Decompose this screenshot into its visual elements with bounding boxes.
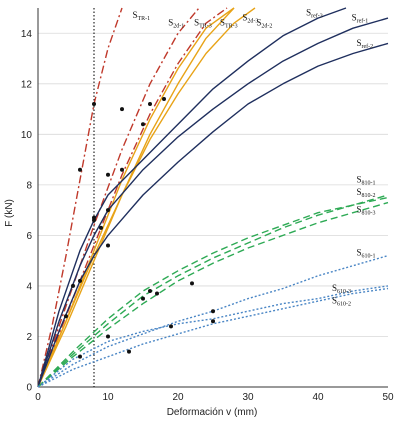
series-label-s-2d-1: S2d-1 <box>168 18 184 30</box>
data-point-s-tr-1 <box>78 167 82 172</box>
data-point-s-ref-3 <box>92 215 96 220</box>
data-point-s-tr-2 <box>78 278 82 283</box>
series-line-s-2d-3 <box>37 7 256 388</box>
series-label-s-610-3: S610-3 <box>332 283 351 295</box>
data-point-s-tr-2 <box>64 314 68 319</box>
x-tick-label: 50 <box>382 392 394 403</box>
x-tick-label: 30 <box>242 392 254 403</box>
data-point-s-tr-3 <box>106 172 110 177</box>
axes <box>37 8 388 388</box>
series-group <box>37 7 389 388</box>
y-tick-label: 14 <box>21 29 33 40</box>
marker-group <box>64 96 215 359</box>
data-point-s-810-1 <box>148 288 152 293</box>
data-point-s-2d-3 <box>162 96 166 101</box>
data-point-s-2d-1 <box>148 102 152 107</box>
data-point-s-610-3 <box>106 334 110 339</box>
data-point-s-810-2 <box>155 291 159 296</box>
data-point-s-610-1 <box>211 309 215 314</box>
series-label-s-tr-3: STR-3 <box>220 18 238 30</box>
data-point-s-610-2 <box>78 354 82 359</box>
data-point-s-610-2 <box>127 349 131 354</box>
data-point-s-610-2 <box>211 319 215 324</box>
gridlines <box>38 32 388 388</box>
y-tick-label: 4 <box>26 281 32 292</box>
series-line-s-tr-3 <box>37 7 200 388</box>
x-tick-label: 10 <box>102 392 114 403</box>
y-tick-label: 12 <box>21 79 33 90</box>
series-label-s-tr-3: STR-3 <box>194 18 212 30</box>
y-tick-label: 6 <box>26 231 32 242</box>
data-point-s-tr-3 <box>71 283 75 288</box>
series-label-s-810-2: S810-2 <box>357 187 376 199</box>
series-line-s-810-3 <box>37 201 389 388</box>
y-tick-label: 2 <box>26 332 32 343</box>
series-label-s-ref-3: Sref-3 <box>306 8 323 20</box>
y-axis-label: F (kN) <box>4 199 15 227</box>
series-label-s-ref-1: Sref-1 <box>352 13 369 25</box>
series-line-s-610-2 <box>37 287 389 388</box>
x-tick-label: 20 <box>172 392 184 403</box>
data-point-s-tr-1 <box>92 102 96 107</box>
series-line-s-2d-2 <box>37 7 235 388</box>
data-point-s-610-3 <box>169 324 173 329</box>
y-tick-label: 10 <box>21 130 33 141</box>
y-tick-label: 8 <box>26 180 32 191</box>
series-label-s-2d-3: S2d-3 <box>242 13 258 25</box>
series-label-s-ref-2: Sref-2 <box>357 38 374 50</box>
series-label-s-810-1: S810-1 <box>357 174 376 186</box>
data-point-s-ref-1 <box>99 225 103 230</box>
x-tick-labels: 0 10 20 30 40 50 <box>35 392 394 403</box>
data-point-s-2d-1 <box>106 208 110 213</box>
series-line-s-ref-3 <box>37 7 347 388</box>
series-line-s-ref-1 <box>37 17 389 388</box>
data-point-s-810-3 <box>141 296 145 301</box>
data-point-s-2d-1 <box>120 107 124 112</box>
series-label-s-2d-2: S2d-2 <box>256 18 272 30</box>
x-axis-label: Deformación v (mm) <box>167 407 258 418</box>
x-tick-label: 40 <box>312 392 324 403</box>
series-line-s-tr-2 <box>37 7 228 388</box>
series-line-s-810-1 <box>37 194 389 388</box>
data-point-s-2d-2 <box>120 167 124 172</box>
series-label-s-610-2: S610-2 <box>332 296 351 308</box>
data-point-s-810-1 <box>190 281 194 286</box>
series-line-s-tr-1 <box>37 7 123 388</box>
series-label-s-tr-1: STR-1 <box>133 10 151 22</box>
series-label-s-610-1: S610-1 <box>357 248 376 260</box>
x-tick-label: 0 <box>35 392 41 403</box>
y-tick-label: 0 <box>26 383 32 394</box>
data-point-s-ref-2 <box>106 243 110 248</box>
series-line-s-810-2 <box>37 196 389 388</box>
y-tick-labels: 0 2 4 6 8 10 12 14 <box>21 29 33 394</box>
data-point-s-2d-3 <box>141 122 145 127</box>
series-label-s-810-3: S810-3 <box>357 205 376 217</box>
